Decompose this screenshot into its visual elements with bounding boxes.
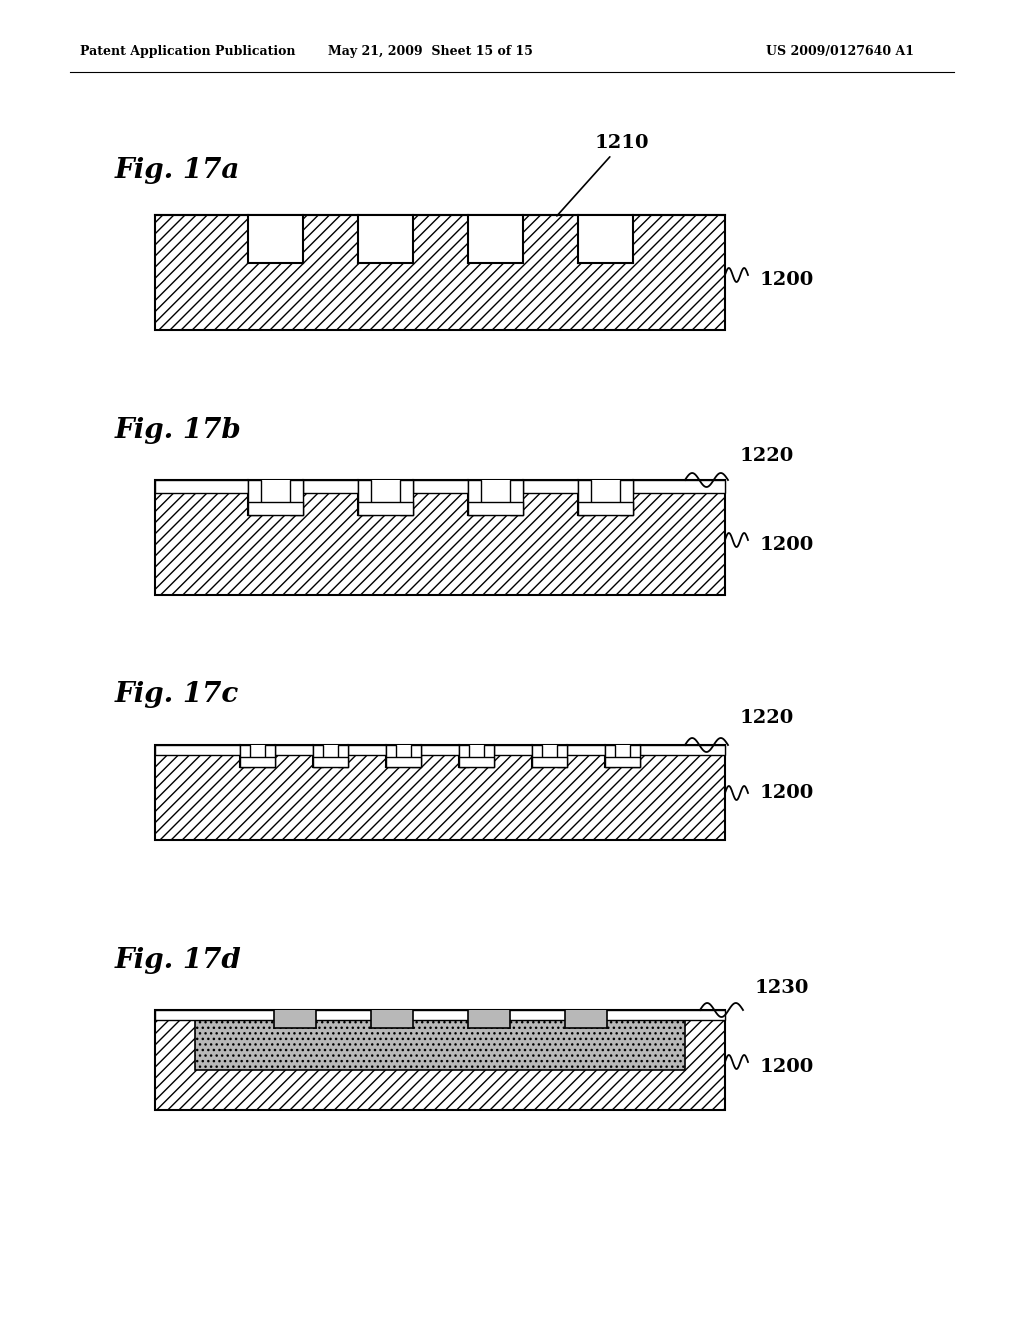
Bar	[302, 480, 357, 492]
Bar	[532, 744, 567, 767]
Bar	[557, 744, 567, 767]
Text: 1220: 1220	[740, 447, 795, 465]
Bar	[195, 1010, 685, 1071]
Bar	[413, 480, 468, 492]
Bar	[273, 1010, 315, 1028]
Bar	[532, 744, 542, 767]
Bar	[313, 744, 348, 767]
Bar	[248, 480, 260, 515]
Bar	[248, 215, 302, 263]
Bar	[459, 756, 494, 767]
Bar	[290, 480, 302, 515]
Bar	[468, 480, 522, 515]
Bar	[640, 744, 725, 755]
Bar	[567, 744, 605, 755]
Bar	[532, 756, 567, 767]
Text: 1220: 1220	[740, 709, 795, 727]
Bar	[386, 744, 396, 767]
Bar	[459, 744, 469, 767]
Bar	[630, 744, 640, 767]
Bar	[468, 502, 522, 515]
Bar	[620, 480, 633, 515]
Bar	[468, 215, 522, 263]
Bar	[578, 480, 591, 515]
Bar	[155, 1010, 725, 1020]
Bar	[459, 744, 494, 767]
Text: Fig. 17a: Fig. 17a	[115, 157, 241, 183]
Bar	[510, 480, 522, 515]
Text: May 21, 2009  Sheet 15 of 15: May 21, 2009 Sheet 15 of 15	[328, 45, 532, 58]
Bar	[357, 480, 413, 515]
Bar	[357, 502, 413, 515]
Bar	[155, 480, 248, 492]
Bar	[578, 215, 633, 263]
Bar	[155, 744, 240, 755]
Bar	[468, 480, 480, 515]
Text: 1200: 1200	[760, 271, 814, 289]
Bar	[248, 480, 302, 515]
Text: US 2009/0127640 A1: US 2009/0127640 A1	[766, 45, 914, 58]
Text: 1200: 1200	[760, 1059, 814, 1076]
Bar	[338, 744, 348, 767]
Bar	[564, 1010, 606, 1028]
Bar	[240, 756, 275, 767]
Bar	[240, 744, 250, 767]
Text: 1200: 1200	[760, 784, 814, 803]
Text: Fig. 17d: Fig. 17d	[115, 946, 242, 974]
Bar	[371, 1010, 413, 1028]
Bar	[155, 480, 725, 595]
Text: 1210: 1210	[557, 135, 649, 216]
Text: 1230: 1230	[755, 979, 809, 997]
Text: Fig. 17c: Fig. 17c	[115, 681, 240, 709]
Bar	[484, 744, 494, 767]
Bar	[578, 480, 633, 515]
Bar	[248, 502, 302, 515]
Bar	[155, 1010, 725, 1110]
Bar	[357, 215, 413, 263]
Bar	[386, 756, 421, 767]
Bar	[275, 744, 313, 755]
Bar	[494, 744, 532, 755]
Bar	[313, 756, 348, 767]
Bar	[265, 744, 275, 767]
Bar	[313, 744, 323, 767]
Bar	[155, 215, 725, 330]
Bar	[411, 744, 421, 767]
Bar	[348, 744, 386, 755]
Text: 1200: 1200	[760, 536, 814, 554]
Bar	[399, 480, 413, 515]
Bar	[605, 744, 615, 767]
Bar	[155, 744, 725, 840]
Text: Patent Application Publication: Patent Application Publication	[80, 45, 296, 58]
Bar	[633, 480, 725, 492]
Bar	[605, 756, 640, 767]
Bar	[578, 502, 633, 515]
Bar	[240, 744, 275, 767]
Bar	[357, 480, 371, 515]
Bar	[468, 1010, 510, 1028]
Bar	[605, 744, 640, 767]
Text: Fig. 17b: Fig. 17b	[115, 417, 242, 444]
Bar	[421, 744, 459, 755]
Bar	[522, 480, 578, 492]
Bar	[386, 744, 421, 767]
